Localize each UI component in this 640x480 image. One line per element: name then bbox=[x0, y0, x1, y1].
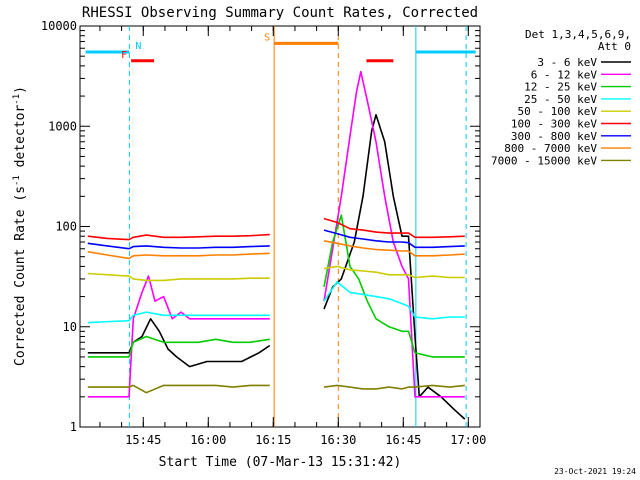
legend-label-7: 800 - 7000 keV bbox=[504, 142, 597, 155]
x-tick-label-3: 16:30 bbox=[320, 433, 356, 447]
legend-label-4: 50 - 100 keV bbox=[518, 105, 598, 118]
series-line-6 bbox=[87, 229, 465, 250]
chart-title: RHESSI Observing Summary Count Rates, Co… bbox=[82, 5, 478, 21]
y-tick-label-3: 1000 bbox=[48, 119, 77, 133]
y-axis-label-end: ) bbox=[13, 86, 28, 94]
series-line-5 bbox=[87, 217, 465, 241]
legend-label-0: 3 - 6 keV bbox=[537, 56, 597, 69]
x-axis-label: Start Time (07-Mar-13 15:31:42) bbox=[159, 455, 402, 470]
y-axis-label-mid: detector bbox=[13, 105, 28, 176]
series-line-8 bbox=[87, 384, 465, 394]
y-axis-label-main: Corrected Count Rate (s bbox=[13, 186, 28, 366]
plot-frame bbox=[79, 25, 481, 428]
y-axis-label-sup2: -1 bbox=[12, 94, 22, 105]
series-line-0 bbox=[87, 114, 466, 420]
x-tick-label-5: 17:00 bbox=[450, 433, 486, 447]
x-axis: 15:45 16:00 16:15 16:30 16:45 17:00 bbox=[99, 26, 486, 447]
x-tick-label-2: 16:15 bbox=[255, 433, 291, 447]
x-tick-label-4: 16:45 bbox=[385, 433, 421, 447]
legend-label-6: 300 - 800 keV bbox=[511, 130, 597, 143]
saa-label: S bbox=[264, 32, 270, 43]
legend-label-1: 6 - 12 keV bbox=[531, 68, 598, 81]
x-tick-label-1: 16:00 bbox=[190, 433, 226, 447]
footer-date: 23-Oct-2021 19:24 bbox=[554, 467, 636, 476]
legend-label-5: 100 - 300 keV bbox=[511, 118, 597, 131]
series-line-4 bbox=[87, 265, 465, 282]
series-layer bbox=[87, 70, 466, 420]
series-line-2 bbox=[87, 214, 465, 358]
legend-label-8: 7000 - 15000 keV bbox=[491, 154, 597, 167]
annotation-layer: NF S bbox=[85, 26, 476, 427]
y-axis-label-sup1: -1 bbox=[12, 175, 22, 186]
legend-header-line1: Det 1,3,4,5,6,9, bbox=[525, 28, 631, 41]
flare-label: F bbox=[121, 50, 127, 61]
plot-area: NF S 15:45 16:00 16:15 16:30 16:45 17:00 1 10 10… bbox=[41, 19, 486, 447]
legend-label-2: 12 - 25 keV bbox=[524, 81, 597, 94]
y-axis-label: Corrected Count Rate (s-1 detector-1) bbox=[12, 86, 28, 366]
y-tick-label-0: 1 bbox=[70, 420, 77, 434]
y-tick-label-4: 10000 bbox=[41, 19, 77, 33]
series-line-3 bbox=[87, 281, 465, 324]
series-line-7 bbox=[87, 240, 465, 260]
series-line-1 bbox=[87, 70, 465, 398]
legend-label-3: 25 - 50 keV bbox=[524, 93, 597, 106]
y-tick-label-1: 10 bbox=[63, 320, 77, 334]
night-label: N bbox=[135, 41, 141, 52]
x-tick-label-0: 15:45 bbox=[125, 433, 161, 447]
y-tick-label-2: 100 bbox=[55, 220, 77, 234]
legend-header-line2: Att 0 bbox=[598, 40, 631, 53]
y-axis: 1 10 100 1000 10000 bbox=[41, 19, 480, 434]
